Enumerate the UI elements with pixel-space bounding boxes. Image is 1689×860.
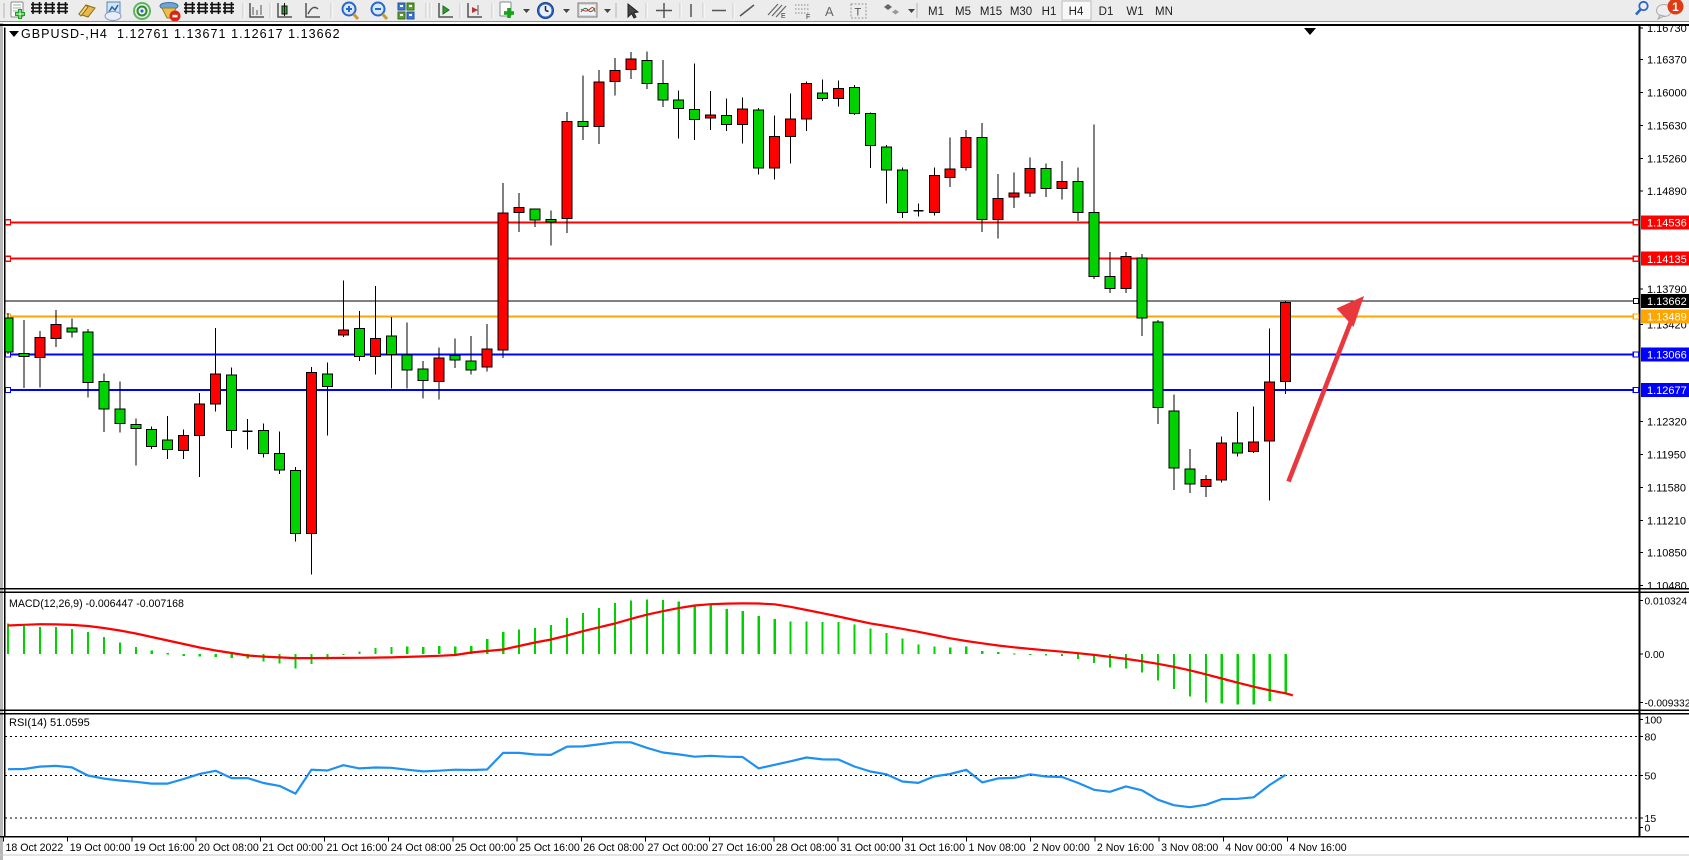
svg-text:0.00: 0.00 [1645, 650, 1665, 661]
svg-text:0: 0 [1645, 822, 1651, 834]
svg-text:MN: MN [1155, 6, 1173, 18]
svg-text:1.11210: 1.11210 [1647, 515, 1686, 527]
svg-text:1.14135: 1.14135 [1647, 254, 1687, 266]
svg-text:80: 80 [1645, 731, 1657, 743]
svg-text:1.15260: 1.15260 [1647, 153, 1687, 165]
svg-text:M5: M5 [955, 6, 971, 18]
svg-text:M30: M30 [1010, 6, 1032, 18]
svg-text:1.16000: 1.16000 [1647, 88, 1687, 100]
svg-text:1.16370: 1.16370 [1647, 55, 1687, 67]
svg-text:0.010324: 0.010324 [1645, 597, 1688, 608]
svg-text:26 Oct 08:00: 26 Oct 08:00 [583, 842, 644, 854]
svg-text:15: 15 [1645, 813, 1657, 825]
svg-text:1.10480: 1.10480 [1647, 581, 1687, 593]
svg-text:E: E [781, 13, 786, 20]
svg-text:MACD(12,26,9) -0.006447 -0.007: MACD(12,26,9) -0.006447 -0.007168 [9, 598, 184, 610]
svg-text:1.13790: 1.13790 [1647, 284, 1687, 296]
svg-text:24 Oct 08:00: 24 Oct 08:00 [391, 842, 452, 854]
svg-text:28 Oct 08:00: 28 Oct 08:00 [776, 842, 837, 854]
svg-text:2 Nov 00:00: 2 Nov 00:00 [1033, 842, 1090, 854]
svg-text:A: A [825, 4, 834, 19]
svg-text:100: 100 [1645, 714, 1663, 726]
svg-text:4 Nov 00:00: 4 Nov 00:00 [1225, 842, 1282, 854]
svg-text:1.10850: 1.10850 [1647, 548, 1687, 560]
svg-text:F: F [806, 14, 810, 21]
svg-text:W1: W1 [1126, 6, 1143, 18]
svg-text:2 Nov 16:00: 2 Nov 16:00 [1097, 842, 1154, 854]
svg-text:1.13662: 1.13662 [1647, 296, 1687, 308]
svg-text:25 Oct 00:00: 25 Oct 00:00 [455, 842, 516, 854]
svg-text:1.14536: 1.14536 [1647, 218, 1687, 230]
svg-text:4 Nov 16:00: 4 Nov 16:00 [1290, 842, 1347, 854]
svg-text:1.16730: 1.16730 [1647, 23, 1687, 35]
svg-text:1: 1 [1672, 0, 1679, 14]
svg-text:21 Oct 16:00: 21 Oct 16:00 [327, 842, 388, 854]
svg-text:20 Oct 08:00: 20 Oct 08:00 [198, 842, 259, 854]
svg-text:1.12677: 1.12677 [1647, 385, 1687, 397]
svg-text:18 Oct 2022: 18 Oct 2022 [6, 842, 64, 854]
svg-text:31 Oct 00:00: 31 Oct 00:00 [840, 842, 901, 854]
svg-text:H4: H4 [1069, 6, 1084, 18]
svg-text:RSI(14) 51.0595: RSI(14) 51.0595 [9, 717, 90, 729]
svg-text:1.13066: 1.13066 [1647, 350, 1687, 362]
svg-text:50: 50 [1645, 770, 1657, 782]
svg-text:1.14890: 1.14890 [1647, 186, 1687, 198]
svg-text:GBPUSD-,H4 1.12761 1.13671 1.: GBPUSD-,H4 1.12761 1.13671 1.12617 1.136… [21, 27, 341, 41]
svg-text:25 Oct 16:00: 25 Oct 16:00 [519, 842, 580, 854]
svg-text:1.13489: 1.13489 [1647, 312, 1687, 324]
svg-text:-0.009332: -0.009332 [1645, 698, 1689, 709]
svg-text:31 Oct 16:00: 31 Oct 16:00 [904, 842, 965, 854]
svg-text:H1: H1 [1042, 6, 1057, 18]
svg-text:1.11580: 1.11580 [1647, 482, 1686, 494]
svg-text:1.12320: 1.12320 [1647, 416, 1687, 428]
svg-text:D1: D1 [1099, 6, 1114, 18]
svg-text:M1: M1 [928, 6, 944, 18]
svg-text:21 Oct 00:00: 21 Oct 00:00 [262, 842, 323, 854]
svg-text:M15: M15 [980, 6, 1002, 18]
svg-text:19 Oct 16:00: 19 Oct 16:00 [134, 842, 195, 854]
svg-text:T: T [855, 7, 862, 19]
svg-text:19 Oct 00:00: 19 Oct 00:00 [70, 842, 131, 854]
svg-text:27 Oct 00:00: 27 Oct 00:00 [648, 842, 709, 854]
svg-text:1.15630: 1.15630 [1647, 120, 1687, 132]
svg-text:3 Nov 08:00: 3 Nov 08:00 [1161, 842, 1218, 854]
svg-text:1 Nov 08:00: 1 Nov 08:00 [969, 842, 1026, 854]
svg-text:1.11950: 1.11950 [1647, 449, 1686, 461]
svg-text:27 Oct 16:00: 27 Oct 16:00 [712, 842, 773, 854]
